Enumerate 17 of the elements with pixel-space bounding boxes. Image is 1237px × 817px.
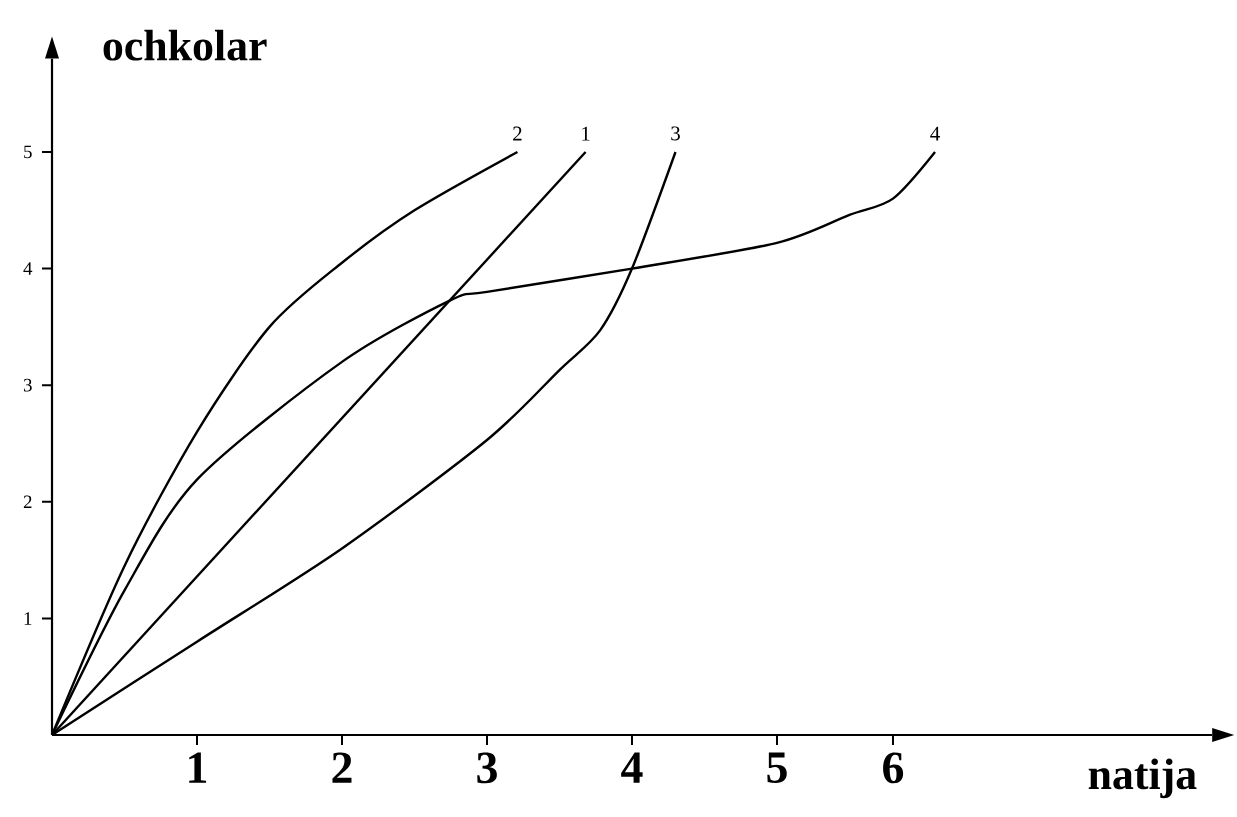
series-label: 3 — [671, 126, 680, 141]
y-tick-label: 3 — [23, 378, 32, 392]
y-axis-title: ochkolar — [103, 29, 267, 61]
x-tick-label: 3 — [477, 752, 497, 784]
series-label: 4 — [930, 126, 940, 141]
x-tick-label: 6 — [883, 752, 904, 784]
x-tick-label: 4 — [621, 752, 643, 783]
x-tick-label: 5 — [767, 752, 787, 783]
series-label: 1 — [582, 126, 590, 141]
y-tick-label: 5 — [24, 145, 32, 159]
x-tick-label: 1 — [189, 752, 207, 783]
y-tick-label: 1 — [24, 612, 32, 625]
y-tick-label: 2 — [23, 495, 32, 509]
series-label: 2 — [513, 126, 522, 141]
x-tick-label: 2 — [332, 752, 352, 783]
y-tick-label: 4 — [23, 262, 33, 275]
x-axis-title: natija — [1088, 758, 1197, 799]
